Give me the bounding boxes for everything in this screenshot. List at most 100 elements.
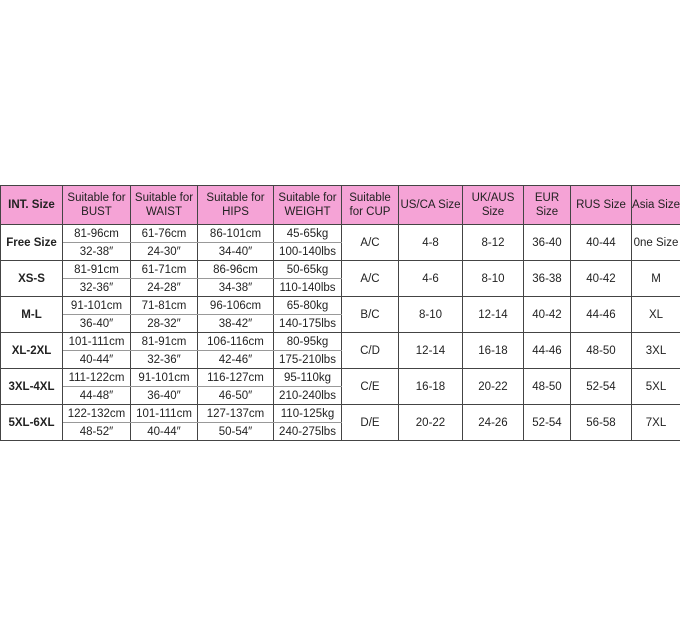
bust-cell: 91-101cm xyxy=(62,296,131,315)
int-size-cell: 3XL-4XL xyxy=(0,368,63,405)
header-weight: Suitable for WEIGHT xyxy=(273,185,342,225)
cup-cell: B/C xyxy=(341,296,399,333)
eur-cell: 44-46 xyxy=(523,332,571,369)
eur-cell: 48-50 xyxy=(523,368,571,405)
waist-cell: 61-76cm xyxy=(130,224,198,243)
bust-cell: 32-36″ xyxy=(62,278,131,297)
weight-cell: 110-125kg xyxy=(273,404,342,423)
eur-cell: 40-42 xyxy=(523,296,571,333)
asia-cell: 7XL xyxy=(631,404,680,441)
waist-cell: 71-81cm xyxy=(130,296,198,315)
table-row: 3XL-4XL 111-122cm 91-101cm 116-127cm 95-110k… xyxy=(0,368,680,405)
bust-cell: 101-111cm xyxy=(62,332,131,351)
rus-cell: 40-42 xyxy=(570,260,632,297)
bust-cell: 122-132cm xyxy=(62,404,131,423)
bust-cell: 44-48″ xyxy=(62,386,131,405)
hips-cell: 34-38″ xyxy=(197,278,274,297)
rus-cell: 52-54 xyxy=(570,368,632,405)
weight-cell: 95-110kg xyxy=(273,368,342,387)
bust-cell: 81-91cm xyxy=(62,260,131,279)
header-cup: Suitable for CUP xyxy=(341,185,399,225)
rus-cell: 48-50 xyxy=(570,332,632,369)
hips-cell: 42-46″ xyxy=(197,350,274,369)
asia-cell: XL xyxy=(631,296,680,333)
waist-cell: 81-91cm xyxy=(130,332,198,351)
header-int-size: INT. Size xyxy=(0,185,63,225)
us-cell: 8-10 xyxy=(398,296,463,333)
weight-cell: 140-175lbs xyxy=(273,314,342,333)
weight-cell: 210-240lbs xyxy=(273,386,342,405)
us-cell: 4-8 xyxy=(398,224,463,261)
bust-cell: 81-96cm xyxy=(62,224,131,243)
hips-cell: 34-40″ xyxy=(197,242,274,261)
uk-cell: 8-10 xyxy=(462,260,524,297)
rus-cell: 56-58 xyxy=(570,404,632,441)
table-row: XS-S 81-91cm 61-71cm 86-96cm 50-65kg A/C 4-6 8-… xyxy=(0,260,680,297)
weight-cell: 240-275lbs xyxy=(273,422,342,441)
hips-cell: 116-127cm xyxy=(197,368,274,387)
asia-cell: 0ne Size xyxy=(631,224,680,261)
weight-cell: 110-140lbs xyxy=(273,278,342,297)
uk-cell: 16-18 xyxy=(462,332,524,369)
header-bust: Suitable for BUST xyxy=(62,185,131,225)
header-eur-size: EUR Size xyxy=(523,185,571,225)
table-row: XL-2XL 101-111cm 81-91cm 106-116cm 80-95kg C/… xyxy=(0,332,680,369)
weight-cell: 80-95kg xyxy=(273,332,342,351)
waist-cell: 40-44″ xyxy=(130,422,198,441)
int-size-cell: Free Size xyxy=(0,224,63,261)
weight-cell: 175-210lbs xyxy=(273,350,342,369)
waist-cell: 24-30″ xyxy=(130,242,198,261)
hips-cell: 106-116cm xyxy=(197,332,274,351)
waist-cell: 101-111cm xyxy=(130,404,198,423)
hips-cell: 127-137cm xyxy=(197,404,274,423)
hips-cell: 86-96cm xyxy=(197,260,274,279)
table-row: M-L 91-101cm 71-81cm 96-106cm 65-80kg B/C 8-10… xyxy=(0,296,680,333)
bust-cell: 36-40″ xyxy=(62,314,131,333)
table-row: 5XL-6XL 122-132cm 101-111cm 127-137cm 110-12… xyxy=(0,404,680,441)
us-cell: 4-6 xyxy=(398,260,463,297)
header-asia-size: Asia Size xyxy=(631,185,680,225)
weight-cell: 50-65kg xyxy=(273,260,342,279)
int-size-cell: 5XL-6XL xyxy=(0,404,63,441)
waist-cell: 28-32″ xyxy=(130,314,198,333)
asia-cell: M xyxy=(631,260,680,297)
hips-cell: 46-50″ xyxy=(197,386,274,405)
eur-cell: 52-54 xyxy=(523,404,571,441)
us-cell: 16-18 xyxy=(398,368,463,405)
table-row: 44-48″ 36-40″ 46-50″ 210-240lbs xyxy=(1,386,680,405)
int-size-cell: XL-2XL xyxy=(0,332,63,369)
table-row: Free Size 81-96cm 61-76cm 86-101cm 45-65kg A/… xyxy=(0,224,680,261)
int-size-cell: M-L xyxy=(0,296,63,333)
bust-cell: 48-52″ xyxy=(62,422,131,441)
int-size-cell: XS-S xyxy=(0,260,63,297)
uk-cell: 8-12 xyxy=(462,224,524,261)
waist-cell: 91-101cm xyxy=(130,368,198,387)
waist-cell: 32-36″ xyxy=(130,350,198,369)
header-rus-size: RUS Size xyxy=(570,185,632,225)
weight-cell: 65-80kg xyxy=(273,296,342,315)
bust-cell: 111-122cm xyxy=(62,368,131,387)
header-uk-aus-size: UK/AUS Size xyxy=(462,185,524,225)
cup-cell: C/E xyxy=(341,368,399,405)
us-cell: 20-22 xyxy=(398,404,463,441)
cup-cell: A/C xyxy=(341,260,399,297)
waist-cell: 24-28″ xyxy=(130,278,198,297)
waist-cell: 61-71cm xyxy=(130,260,198,279)
uk-cell: 20-22 xyxy=(462,368,524,405)
table-row: 48-52″ 40-44″ 50-54″ 240-275lbs xyxy=(1,422,680,441)
uk-cell: 24-26 xyxy=(462,404,524,441)
header-row: INT. Size Suitable for BUST Suitable for W… xyxy=(0,185,680,225)
header-hips: Suitable for HIPS xyxy=(197,185,274,225)
weight-cell: 45-65kg xyxy=(273,224,342,243)
table-row: 40-44″ 32-36″ 42-46″ 175-210lbs xyxy=(1,350,680,369)
cup-cell: C/D xyxy=(341,332,399,369)
hips-cell: 50-54″ xyxy=(197,422,274,441)
table-row: 36-40″ 28-32″ 38-42″ 140-175lbs xyxy=(1,314,680,333)
cup-cell: A/C xyxy=(341,224,399,261)
hips-cell: 38-42″ xyxy=(197,314,274,333)
asia-cell: 5XL xyxy=(631,368,680,405)
waist-cell: 36-40″ xyxy=(130,386,198,405)
header-waist: Suitable for WAIST xyxy=(130,185,198,225)
weight-cell: 100-140lbs xyxy=(273,242,342,261)
hips-cell: 86-101cm xyxy=(197,224,274,243)
